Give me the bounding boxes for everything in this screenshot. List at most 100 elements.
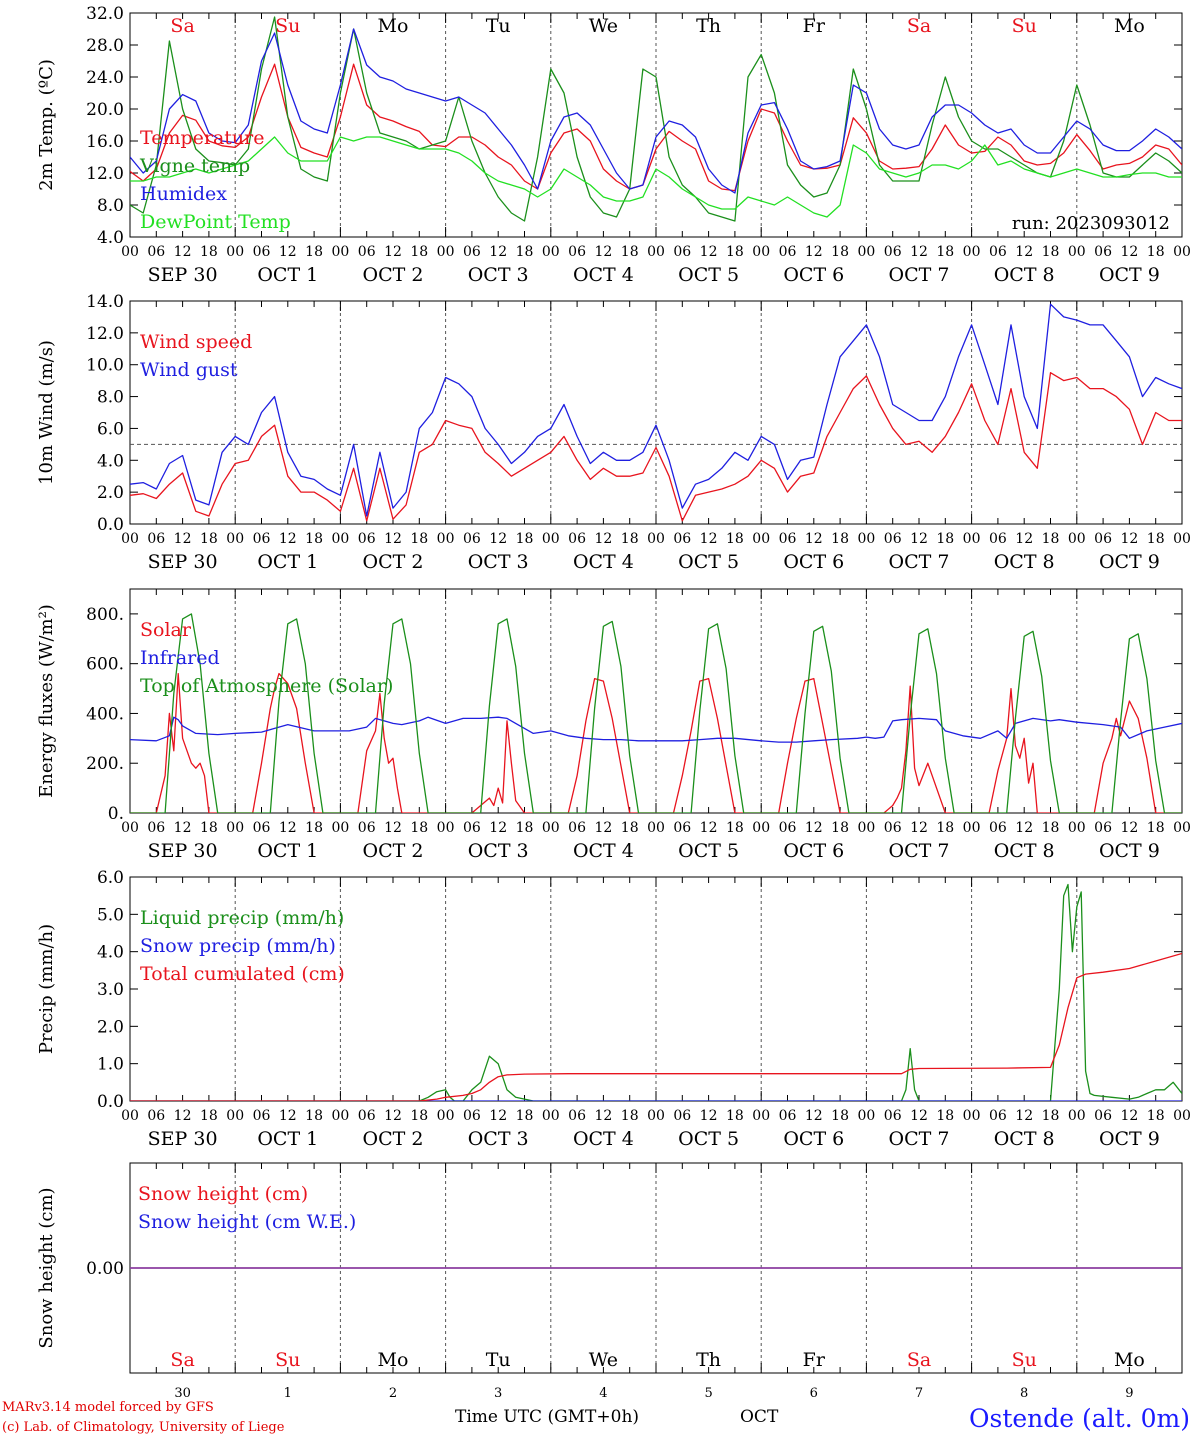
y-tick-label: 0.00 bbox=[86, 1259, 124, 1279]
date-label: OCT 5 bbox=[678, 264, 739, 286]
hour-tick-label: 18 bbox=[936, 1108, 954, 1124]
hour-tick-label: 18 bbox=[621, 531, 639, 547]
weekday-label: Su bbox=[275, 15, 300, 37]
legend-entry: Snow precip (mm/h) bbox=[140, 935, 336, 957]
hour-tick-label: 06 bbox=[147, 1108, 165, 1124]
date-label: OCT 8 bbox=[994, 1128, 1055, 1150]
date-label: OCT 1 bbox=[257, 551, 318, 573]
hour-tick-label: 18 bbox=[200, 820, 218, 836]
hour-tick-label: 00 bbox=[647, 1108, 665, 1124]
hour-tick-label: 06 bbox=[884, 1108, 902, 1124]
hour-tick-label: 12 bbox=[384, 244, 402, 260]
hour-tick-label: 06 bbox=[253, 244, 271, 260]
hour-tick-label: 18 bbox=[516, 1108, 534, 1124]
series-line-top-of-atmosphere-solar bbox=[130, 613, 1182, 813]
hour-tick-label: 00 bbox=[1068, 1108, 1086, 1124]
weekday-label: Th bbox=[696, 15, 721, 37]
y-tick-label: 4.0 bbox=[97, 451, 124, 471]
weekday-label: Sa bbox=[907, 1349, 931, 1371]
lab-credit: (c) Lab. of Climatology, University of L… bbox=[2, 1420, 285, 1435]
hour-tick-label: 18 bbox=[621, 820, 639, 836]
series-line-liquid-precip-mm-h bbox=[130, 883, 1182, 1101]
date-label: SEP 30 bbox=[148, 840, 218, 862]
hour-tick-label: 12 bbox=[910, 244, 928, 260]
hour-tick-label: 12 bbox=[594, 531, 612, 547]
hour-tick-label: 06 bbox=[779, 531, 797, 547]
y-tick-label: 2.0 bbox=[97, 483, 124, 503]
hour-tick-label: 06 bbox=[779, 820, 797, 836]
hour-tick-label: 12 bbox=[700, 531, 718, 547]
series-line-dewpoint-temp bbox=[130, 136, 1182, 218]
y-tick-label: 1.0 bbox=[97, 1055, 124, 1075]
hour-tick-label: 06 bbox=[147, 244, 165, 260]
hour-tick-label: 18 bbox=[726, 531, 744, 547]
date-label: OCT 7 bbox=[889, 1128, 950, 1150]
weekday-label: Mo bbox=[378, 15, 409, 37]
hour-tick-label: 06 bbox=[989, 244, 1007, 260]
hour-tick-label: 00 bbox=[331, 1108, 349, 1124]
hour-tick-label: 18 bbox=[410, 820, 428, 836]
hour-tick-label: 00 bbox=[331, 244, 349, 260]
hour-tick-label: 18 bbox=[200, 1108, 218, 1124]
hour-tick-label: 06 bbox=[1094, 531, 1112, 547]
hour-tick-label: 18 bbox=[410, 244, 428, 260]
date-label: OCT 9 bbox=[1099, 840, 1160, 862]
y-axis-title: Snow height (cm) bbox=[36, 1187, 57, 1348]
date-label: OCT 3 bbox=[468, 551, 529, 573]
series-line-vigne-temp bbox=[130, 16, 1182, 222]
y-tick-label: 20.0 bbox=[86, 100, 124, 120]
hour-tick-label: 18 bbox=[726, 820, 744, 836]
month-axis-label: OCT bbox=[740, 1407, 779, 1427]
hour-tick-label: 18 bbox=[1042, 244, 1060, 260]
y-tick-label: 10.0 bbox=[86, 356, 124, 376]
hour-tick-label: 18 bbox=[305, 820, 323, 836]
station-name: Ostende (alt. 0m) bbox=[969, 1404, 1190, 1433]
hour-tick-label: 00 bbox=[1068, 244, 1086, 260]
hour-tick-label: 18 bbox=[936, 531, 954, 547]
hour-tick-label: 12 bbox=[805, 820, 823, 836]
legend-entry: Total cumulated (cm) bbox=[140, 963, 345, 985]
hour-tick-label: 00 bbox=[542, 820, 560, 836]
bottom-date-label: 30 bbox=[174, 1386, 191, 1401]
hour-tick-label: 00 bbox=[857, 1108, 875, 1124]
hour-tick-label: 18 bbox=[831, 531, 849, 547]
y-tick-label: 14.0 bbox=[86, 292, 124, 312]
legend-entry: Top of Atmosphere (Solar) bbox=[140, 675, 393, 697]
hour-tick-label: 06 bbox=[1094, 1108, 1112, 1124]
hour-tick-label: 12 bbox=[174, 820, 192, 836]
legend-entry: Wind gust bbox=[140, 359, 238, 381]
hour-tick-label: 12 bbox=[174, 244, 192, 260]
date-label: OCT 1 bbox=[257, 264, 318, 286]
hour-tick-label: 06 bbox=[989, 1108, 1007, 1124]
weekday-label: Tu bbox=[486, 15, 511, 37]
hour-tick-label: 00 bbox=[121, 1108, 139, 1124]
date-label: OCT 5 bbox=[678, 551, 739, 573]
hour-tick-label: 06 bbox=[673, 244, 691, 260]
hour-tick-label: 06 bbox=[1094, 820, 1112, 836]
y-tick-label: 800. bbox=[86, 605, 124, 625]
hour-tick-label: 18 bbox=[831, 820, 849, 836]
hour-tick-label: 06 bbox=[989, 820, 1007, 836]
legend-entry: Wind speed bbox=[140, 331, 252, 353]
hour-tick-label: 18 bbox=[1042, 820, 1060, 836]
hour-tick-label: 06 bbox=[463, 531, 481, 547]
weekday-label: Su bbox=[275, 1349, 300, 1371]
hour-tick-label: 12 bbox=[489, 531, 507, 547]
weekday-label: Sa bbox=[170, 15, 194, 37]
legend-entry: Vigne temp bbox=[139, 155, 250, 177]
hour-tick-label: 00 bbox=[1068, 820, 1086, 836]
model-credit: MARv3.14 model forced by GFS bbox=[2, 1400, 214, 1415]
hour-tick-label: 06 bbox=[463, 244, 481, 260]
hour-tick-label: 18 bbox=[831, 244, 849, 260]
hour-tick-label: 06 bbox=[884, 820, 902, 836]
y-axis-title: 2m Temp. (ºC) bbox=[36, 59, 57, 191]
hour-tick-label: 06 bbox=[779, 244, 797, 260]
hour-tick-label: 06 bbox=[989, 531, 1007, 547]
hour-tick-label: 18 bbox=[200, 531, 218, 547]
series-line-infrared bbox=[130, 716, 1182, 743]
bottom-date-label: 9 bbox=[1125, 1386, 1133, 1401]
hour-tick-label: 12 bbox=[700, 820, 718, 836]
weekday-label: Mo bbox=[1114, 1349, 1145, 1371]
hour-tick-label: 18 bbox=[1147, 820, 1165, 836]
hour-tick-label: 06 bbox=[673, 531, 691, 547]
